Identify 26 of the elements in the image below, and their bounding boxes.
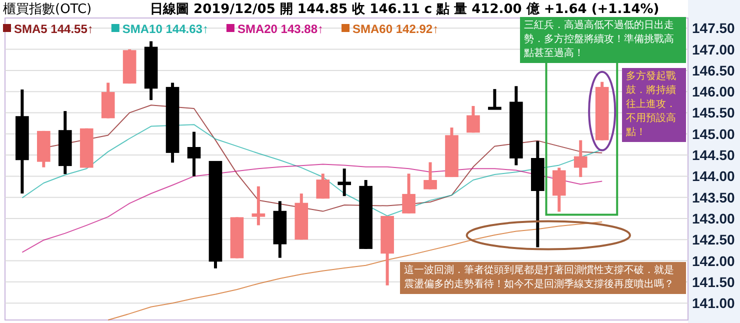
chart-title: 櫃買指數(OTC) xyxy=(3,2,92,17)
y-tick-label: 143.50 xyxy=(692,189,736,206)
y-tick-label: 142.50 xyxy=(692,232,736,248)
y-tick-label: 145.50 xyxy=(692,104,736,121)
y-tick-label: 143.00 xyxy=(692,210,736,226)
y-tick-label: 146.50 xyxy=(692,62,736,78)
legend-label: SMA10 144.63↑ xyxy=(122,22,208,36)
y-tick-label: 146.00 xyxy=(692,84,736,100)
legend-label: SMA5 144.55↑ xyxy=(14,22,94,36)
legend-label: SMA60 142.92↑ xyxy=(352,22,439,36)
line-series xyxy=(22,124,603,216)
annotation: 這一波回測．筆者從頭到尾都是打著回測慣性支撐不破．就是震盪偏多的走勢看待！如今不是回測季線支撐後再度噴出嗎？ xyxy=(400,262,686,294)
y-tick-label: 142.00 xyxy=(692,252,736,269)
y-tick-label: 141.00 xyxy=(692,295,736,312)
line-series xyxy=(108,221,603,320)
y-tick-label: 144.00 xyxy=(692,168,736,184)
annotation: 多方發起戰鼓．將持續往上進攻．不用預設高點！ xyxy=(622,68,686,142)
y-tick-label: 147.50 xyxy=(692,20,736,36)
line-series xyxy=(22,164,603,253)
annotation: 三紅兵．高過高低不過低的日出走勢．多方控盤將續攻！準備挑戰高點甚至過高！ xyxy=(520,17,686,63)
y-tick-label: 144.50 xyxy=(692,147,736,164)
legend-label: SMA20 143.88↑ xyxy=(237,22,324,36)
y-tick-label: 141.50 xyxy=(692,274,736,290)
y-tick-label: 145.00 xyxy=(692,126,736,142)
chart-subtitle: 日線圖 2019/12/05 開 144.85 收 146.11 c 點 量 412.00 億 +1.64 (+1.14%) xyxy=(150,1,660,17)
y-tick-label: 147.00 xyxy=(692,41,736,58)
